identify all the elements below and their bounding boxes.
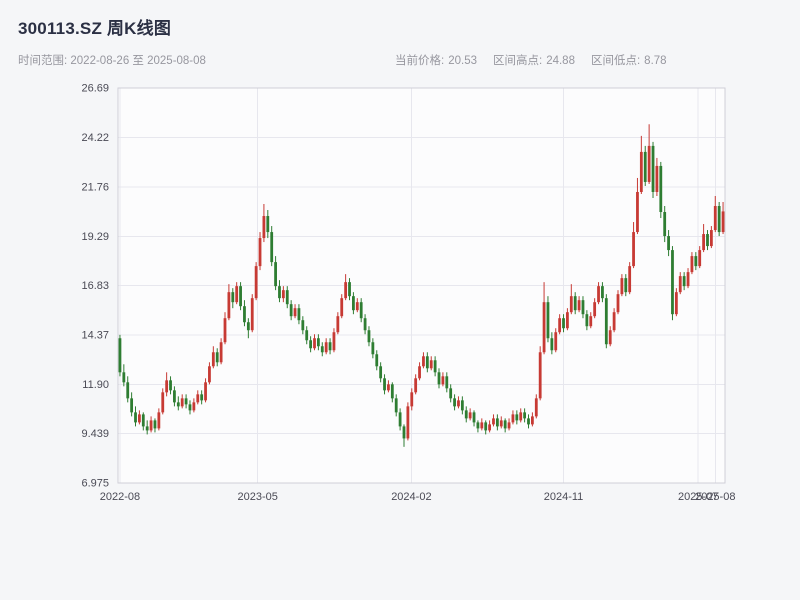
x-grid bbox=[119, 88, 716, 483]
svg-text:14.37: 14.37 bbox=[81, 329, 109, 341]
svg-text:11.90: 11.90 bbox=[82, 379, 109, 391]
svg-text:21.76: 21.76 bbox=[81, 181, 109, 193]
candles bbox=[118, 124, 725, 447]
svg-text:16.83: 16.83 bbox=[81, 280, 109, 292]
current-price-value: 20.53 bbox=[448, 55, 477, 67]
svg-text:6.975: 6.975 bbox=[81, 478, 109, 490]
range-low-label: 区间低点: bbox=[590, 55, 641, 67]
range-high-label: 区间高点: bbox=[492, 55, 543, 67]
price-stats: 当前价格: 20.53 区间高点: 24.88 区间低点: 8.78 bbox=[395, 52, 667, 68]
range-low-value: 8.78 bbox=[644, 55, 667, 67]
page-title: 300113.SZ 周K线图 bbox=[18, 19, 172, 38]
svg-text:2022-08: 2022-08 bbox=[100, 491, 140, 503]
svg-text:2024-02: 2024-02 bbox=[391, 491, 431, 503]
date-range-label: 时间范围: 2022-08-26 至 2025-08-08 bbox=[18, 55, 206, 67]
range-low-stat: 区间低点: 8.78 bbox=[591, 52, 667, 68]
current-price-label: 当前价格: bbox=[395, 55, 445, 67]
x-axis-labels: 2022-08 2023-05 2024-02 2024-11 2025-072025-… bbox=[100, 491, 736, 503]
svg-text:2024-11: 2024-11 bbox=[544, 491, 584, 503]
range-high-stat: 区间高点: 24.88 bbox=[493, 52, 575, 68]
y-axis-labels: 6.975 9.439 11.90 14.37 16.83 19.29 21.76 24.22… bbox=[81, 83, 109, 490]
current-price-stat: 当前价格: 20.53 bbox=[395, 52, 477, 68]
svg-text:2025-07: 2025-07 bbox=[678, 491, 718, 503]
svg-text:9.439: 9.439 bbox=[81, 428, 109, 440]
svg-text:24.22: 24.22 bbox=[81, 132, 109, 144]
svg-text:2023-05: 2023-05 bbox=[238, 491, 278, 503]
plot-border bbox=[117, 87, 726, 484]
svg-text:19.29: 19.29 bbox=[81, 231, 109, 243]
range-high-value: 24.88 bbox=[546, 55, 575, 67]
svg-text:2025-08: 2025-08 bbox=[695, 491, 735, 503]
svg-text:26.69: 26.69 bbox=[81, 83, 109, 95]
